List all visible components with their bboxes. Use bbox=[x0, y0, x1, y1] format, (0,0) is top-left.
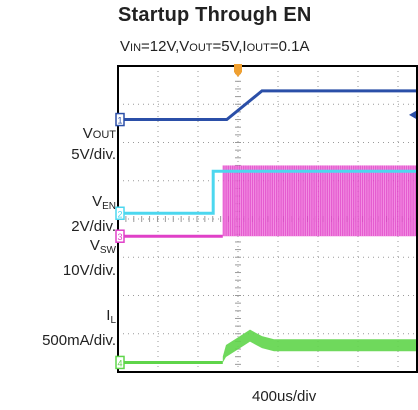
ven-trace bbox=[118, 169, 418, 215]
vout-trace bbox=[118, 89, 418, 122]
vsw-switching-band bbox=[222, 165, 418, 237]
chart-subtitle: VIN=12V,VOUT=5V,IOUT=0.1A bbox=[120, 38, 310, 55]
chart-title: Startup Through EN bbox=[118, 4, 312, 26]
vout-level-arrow bbox=[409, 110, 416, 119]
channel-marker-label: 1 bbox=[117, 116, 122, 126]
channel-marker bbox=[115, 355, 125, 370]
channel-marker bbox=[115, 229, 125, 243]
trigger-marker bbox=[234, 64, 242, 77]
channel-marker-label: 3 bbox=[117, 232, 122, 242]
il-label: IL 500mA/div. bbox=[42, 307, 116, 349]
channel-marker bbox=[115, 112, 125, 127]
x-axis-label: 400us/div bbox=[252, 388, 317, 405]
ven-label: VEN 2V/div. bbox=[71, 193, 116, 235]
il-ripple-band bbox=[222, 329, 418, 363]
channel-marker-label: 2 bbox=[117, 209, 122, 219]
channel-marker bbox=[115, 206, 125, 221]
channel-marker-label: 4 bbox=[117, 358, 122, 368]
vsw-label: VSW 10V/div. bbox=[62, 237, 116, 279]
vout-label: VOUT 5V/div. bbox=[71, 125, 116, 163]
